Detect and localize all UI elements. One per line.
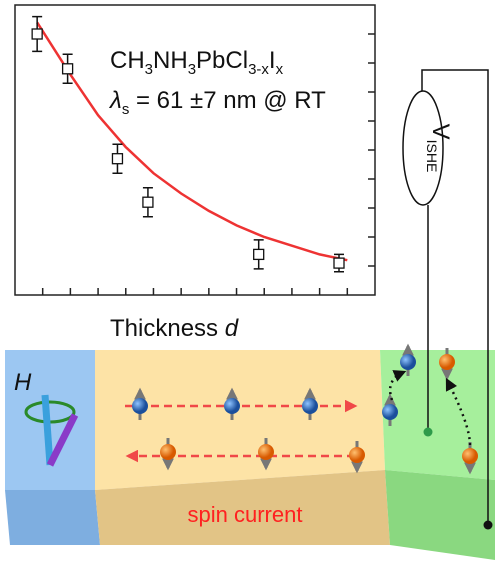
magnet-arrow <box>46 413 79 467</box>
field-label: H <box>14 369 32 396</box>
subscript: 3-x <box>248 61 269 78</box>
data-point <box>111 153 124 165</box>
subscript: NH <box>153 47 188 74</box>
data-point <box>333 257 345 269</box>
plot-frame <box>14 4 376 296</box>
spin <box>400 354 416 370</box>
text-part: Thickness <box>110 315 225 342</box>
formula: CH3NH3PbCl3-xIx <box>110 47 284 78</box>
subscript: I <box>269 47 276 74</box>
subscript: 3 <box>145 61 153 78</box>
data-point <box>61 63 74 75</box>
ferromagnet-front <box>5 490 100 545</box>
deflection <box>445 377 472 446</box>
current-label: spin current <box>188 502 303 527</box>
fit-line <box>36 21 348 262</box>
subscript: s <box>122 101 130 118</box>
contact <box>423 427 433 437</box>
metal-top <box>380 350 495 480</box>
metal-front <box>385 470 495 560</box>
spin <box>302 398 318 414</box>
subscript: PbCl <box>196 47 248 74</box>
wire <box>421 69 489 525</box>
spin <box>462 448 478 464</box>
x-axis-label: Thickness d <box>110 315 239 342</box>
spin <box>439 354 455 370</box>
data-point <box>253 248 265 261</box>
spin <box>224 398 240 414</box>
magnet-arrow <box>41 394 54 466</box>
data-point <box>142 196 154 208</box>
annotation: λs = 61 ±7 nm @ RT <box>108 87 326 118</box>
voltmeter <box>402 90 444 206</box>
data-point <box>31 28 43 40</box>
spin <box>132 398 148 414</box>
spin <box>160 444 176 460</box>
contact <box>483 520 493 530</box>
text-part: λ <box>108 87 122 114</box>
spin <box>258 444 274 460</box>
plot <box>14 4 376 296</box>
voltage-label: VISHE <box>424 124 454 173</box>
text-part: CH <box>110 47 145 74</box>
subscript: x <box>276 61 284 78</box>
text-part: d <box>225 315 239 342</box>
subscript: = 61 ±7 nm @ RT <box>129 87 326 114</box>
spin <box>349 447 365 463</box>
deflection <box>388 370 407 401</box>
perovskite-front <box>95 470 390 545</box>
subscript: 3 <box>188 61 196 78</box>
spin <box>382 404 398 420</box>
